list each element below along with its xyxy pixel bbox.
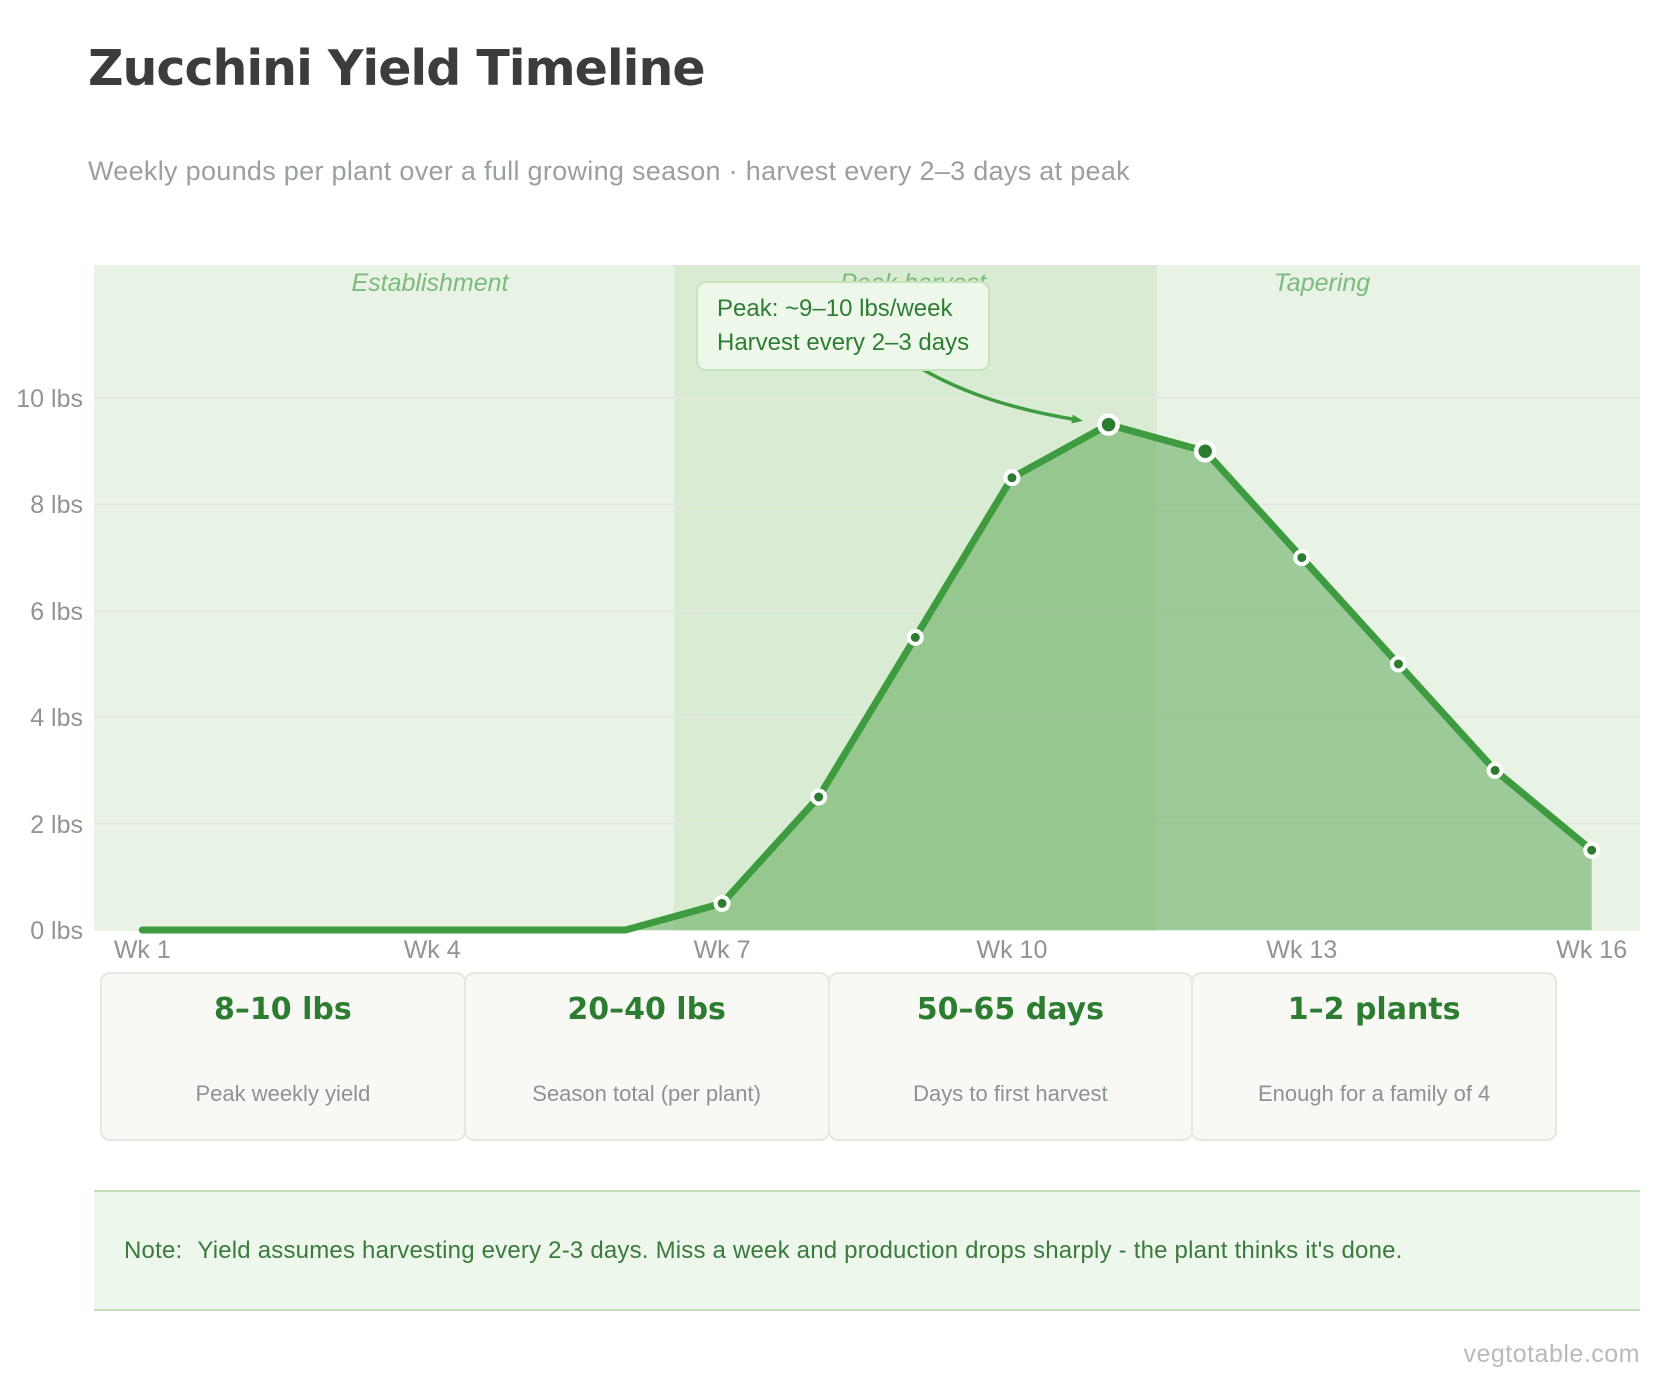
page-title: Zucchini Yield Timeline (88, 40, 706, 97)
annotation-line-2: Harvest every 2–3 days (717, 329, 970, 356)
stat-label: Enough for a family of 4 (1257, 1081, 1491, 1106)
note-box: Note: Yield assumes harvesting every 2-3… (94, 1190, 1640, 1311)
data-point-wk12 (1193, 439, 1217, 463)
data-point-wk13 (1293, 549, 1311, 567)
annotation-line-1: Peak: ~9–10 lbs/week (717, 295, 953, 322)
peak-annotation-callout: Peak: ~9–10 lbs/week Harvest every 2–3 d… (696, 281, 991, 371)
page-subtitle: Weekly pounds per plant over a full grow… (88, 156, 1130, 186)
data-point-wk14 (1389, 655, 1407, 673)
stat-value: 1–2 plants (1287, 992, 1461, 1027)
stat-value: 20–40 lbs (567, 992, 726, 1027)
stat-label: Season total (per plant) (532, 1081, 761, 1106)
data-point-wk8 (810, 788, 828, 806)
stat-card-peak-weekly-yield: 8–10 lbs Peak weekly yield (100, 972, 466, 1141)
data-point-wk16 (1583, 841, 1601, 859)
stat-value: 50–65 days (916, 992, 1104, 1027)
note-prefix: Note: (124, 1236, 183, 1264)
stat-label: Peak weekly yield (195, 1081, 371, 1106)
stats-row: 8–10 lbs Peak weekly yield 20–40 lbs Sea… (100, 972, 1557, 1141)
data-point-wk9 (906, 628, 924, 646)
data-point-wk10 (1003, 469, 1021, 487)
data-point-wk7 (713, 894, 731, 912)
zone-label-tapering: Tapering (1273, 269, 1371, 297)
stat-value: 8–10 lbs (214, 992, 352, 1027)
stat-card-plants-needed: 1–2 plants Enough for a family of 4 (1191, 972, 1557, 1141)
yield-line (138, 421, 1596, 934)
yield-area-fill (142, 424, 1592, 930)
stat-card-days-to-first-harvest: 50–65 days Days to first harvest (827, 972, 1194, 1141)
footer-site: vegtotable.com (1463, 1340, 1640, 1368)
stat-label: Days to first harvest (913, 1081, 1108, 1106)
data-point-wk11 (1097, 413, 1120, 436)
zone-band-establishment (94, 265, 674, 931)
stat-card-season-total: 20–40 lbs Season total (per plant) (463, 972, 830, 1141)
data-point-wk15 (1486, 761, 1504, 779)
note-text: Yield assumes harvesting every 2-3 days.… (197, 1236, 1403, 1264)
zone-label-establishment: Establishment (351, 269, 509, 297)
